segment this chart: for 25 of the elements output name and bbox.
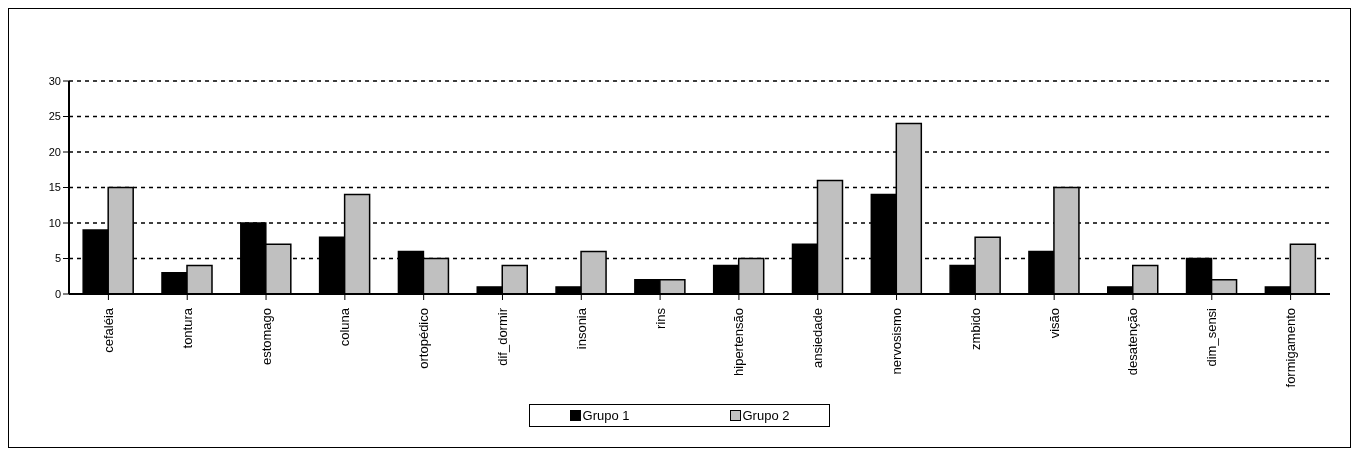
x-tick-label: desatenção: [1125, 308, 1141, 376]
x-tick-label: ortopédico: [416, 308, 432, 369]
x-tick-label: formigamento: [1283, 308, 1299, 388]
y-tick-label: 20: [48, 145, 61, 158]
x-tick-label: nervosismo: [889, 308, 905, 375]
y-tick-label: 0: [54, 287, 61, 300]
x-tick-label: dif_dormir: [494, 307, 510, 366]
x-tick-label: estomago: [258, 308, 274, 366]
x-tick-label: dim_sensi: [1204, 307, 1220, 367]
x-tick-label: visão: [1046, 308, 1062, 339]
x-tick-label: ansiedade: [810, 308, 826, 368]
x-tick-label: tontura: [179, 307, 195, 349]
x-tick-label: zmbido: [967, 308, 983, 350]
y-tick-label: 25: [48, 110, 61, 123]
y-tick-label: 30: [48, 74, 61, 87]
y-tick-label: 5: [54, 252, 61, 265]
x-tick-label: rins: [652, 307, 668, 329]
x-tick-label: cefaléia: [100, 307, 116, 353]
x-tick-label: coluna: [337, 307, 353, 347]
legend-label: Grupo 1: [581, 408, 630, 423]
x-tick-label: hipertensão: [731, 308, 747, 376]
x-tick-label: insonia: [573, 307, 589, 350]
legend-label: Grupo 2: [741, 408, 790, 423]
y-tick-label: 10: [48, 216, 61, 229]
y-tick-label: 15: [48, 181, 61, 194]
